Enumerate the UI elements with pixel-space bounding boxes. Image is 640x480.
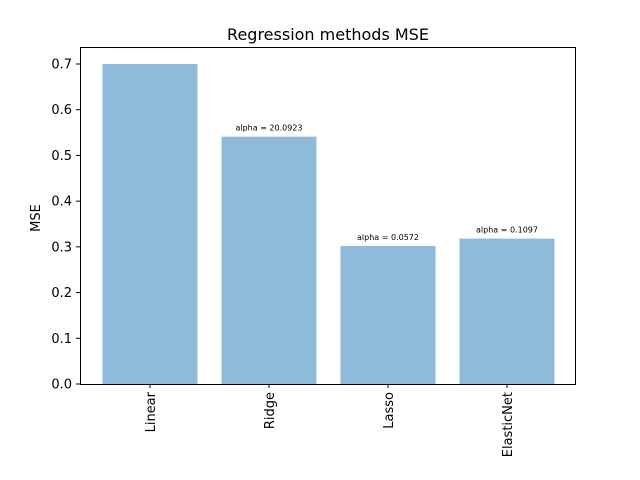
ticks-group: 0.0 0.1 0.2 0.3 0.4 0.5 0.6 0.7 Linear Ridge Lasso… (51, 58, 516, 458)
y-axis-label: MSE (29, 204, 44, 232)
bar-lasso (340, 245, 436, 384)
bars-group: alpha = 20.0923 alpha = 0.0572 alpha = 0.1… (102, 64, 555, 384)
x-tick-label: ElasticNet (501, 392, 516, 457)
bar-annotation: alpha = 0.1097 (476, 226, 538, 235)
y-tick-label: 0.0 (51, 378, 72, 393)
x-tick-label: Linear (144, 391, 159, 432)
y-tick-label: 0.6 (51, 103, 72, 118)
x-tick-label: Ridge (263, 392, 278, 429)
y-tick-label: 0.3 (51, 240, 72, 255)
bar-linear (102, 64, 198, 384)
bar-ridge (221, 136, 317, 384)
bar-elasticnet (459, 238, 555, 384)
bar-annotation: alpha = 0.0572 (357, 233, 419, 242)
bar-annotation: alpha = 20.0923 (235, 124, 302, 133)
y-tick-label: 0.7 (51, 58, 72, 73)
chart-title: Regression methods MSE (227, 25, 429, 44)
x-tick-label: Lasso (382, 392, 397, 429)
y-tick-label: 0.4 (51, 195, 72, 210)
y-tick-label: 0.5 (51, 149, 72, 164)
plot-frame (80, 47, 576, 385)
y-tick-label: 0.2 (51, 286, 72, 301)
y-tick-label: 0.1 (51, 332, 72, 347)
